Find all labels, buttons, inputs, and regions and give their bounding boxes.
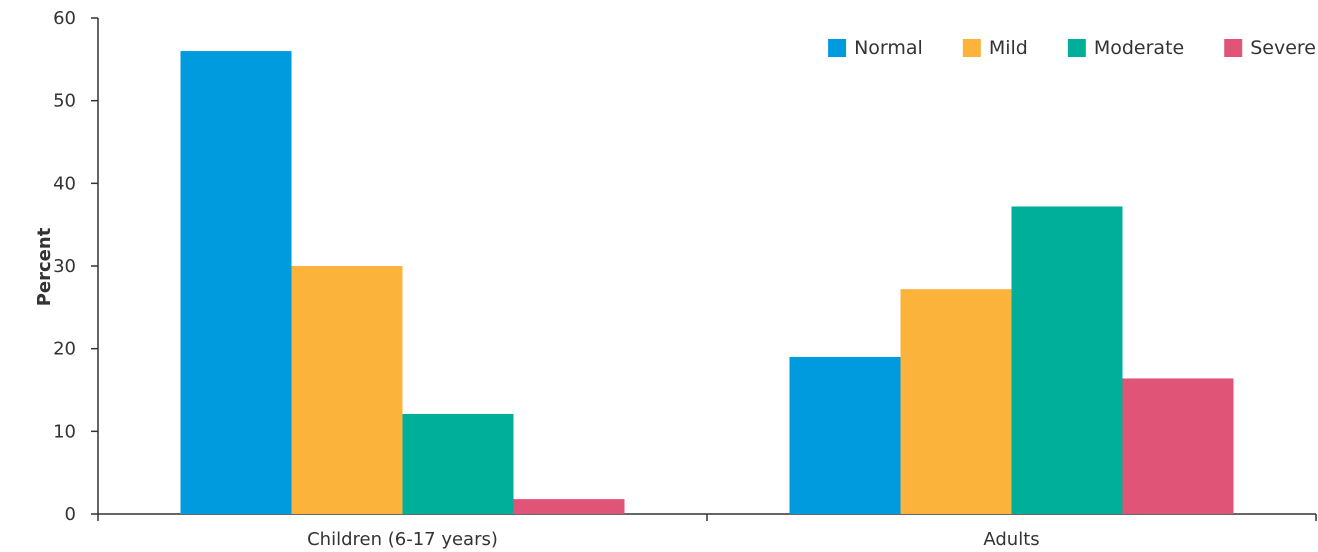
y-tick-label: 0 <box>65 504 76 525</box>
bar-moderate <box>1011 206 1123 515</box>
legend-swatch <box>828 39 847 57</box>
x-axis: Children (6-17 years) Adults <box>97 513 1317 550</box>
y-tick-label: 30 <box>53 256 76 277</box>
legend-swatch <box>1224 39 1243 57</box>
y-tick-label: 50 <box>53 91 76 112</box>
legend-label: Normal <box>854 37 923 59</box>
legend-label: Mild <box>989 37 1028 59</box>
y-tick-label: 60 <box>53 8 76 29</box>
legend: Severe Moderate Mild Normal <box>828 37 1316 59</box>
bar-normal <box>180 51 292 515</box>
bar-mild <box>900 289 1012 514</box>
legend-swatch <box>1067 39 1086 57</box>
bar-moderate <box>402 413 514 514</box>
y-tick-label: 40 <box>53 173 76 194</box>
bar-mild <box>291 266 403 514</box>
bar-severe <box>513 499 625 514</box>
legend-label: Severe <box>1250 37 1316 59</box>
x-category-label: Adults <box>983 529 1039 550</box>
y-tick-label: 10 <box>53 421 76 442</box>
bar-severe <box>1122 378 1234 514</box>
bar-normal <box>789 356 901 514</box>
y-tick-label: 20 <box>53 339 76 360</box>
legend-swatch <box>962 39 981 57</box>
y-axis-title: Percent <box>34 227 55 306</box>
legend-label: Moderate <box>1094 37 1184 59</box>
bars <box>180 51 1234 515</box>
x-category-label: Children (6-17 years) <box>307 529 498 550</box>
y-axis: 0 10 20 30 40 50 60 <box>53 8 99 525</box>
